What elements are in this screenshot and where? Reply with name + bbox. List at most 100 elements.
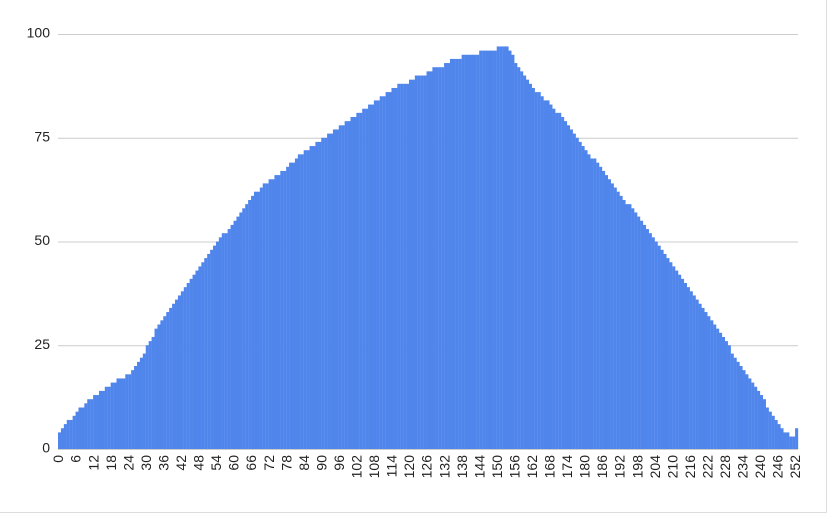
x-tick-label: 204: [647, 455, 663, 479]
bar: [58, 432, 62, 449]
bar: [201, 262, 205, 449]
bar: [792, 436, 796, 449]
x-tick-label: 162: [524, 455, 540, 479]
bar: [204, 258, 208, 449]
bar: [757, 390, 761, 449]
bar: [464, 54, 468, 449]
bar: [432, 67, 436, 449]
x-tick-label: 240: [752, 455, 768, 479]
x-tick-label: 90: [313, 455, 329, 471]
bar: [356, 112, 360, 449]
bar: [294, 158, 298, 449]
bar: [619, 195, 623, 449]
y-tick-label: 25: [34, 336, 50, 352]
x-tick-label: 198: [629, 455, 645, 479]
bar: [669, 262, 673, 449]
bar: [613, 187, 617, 450]
bar: [283, 170, 287, 449]
bar: [353, 117, 357, 449]
bar: [520, 71, 524, 449]
x-tick-label: 192: [612, 455, 628, 479]
bar: [236, 216, 240, 449]
bar: [602, 170, 606, 449]
bar: [452, 58, 456, 450]
bar: [338, 125, 342, 450]
bar: [467, 54, 471, 449]
bar: [391, 87, 395, 449]
bar: [350, 117, 354, 449]
bar: [578, 141, 582, 449]
bar: [651, 237, 655, 449]
x-tick-label: 216: [682, 455, 698, 479]
bar: [248, 200, 252, 449]
bar: [96, 395, 100, 449]
bar: [245, 204, 249, 449]
x-tick-label: 234: [735, 455, 751, 479]
bar: [84, 403, 88, 449]
bar: [631, 208, 635, 449]
bar: [780, 428, 784, 449]
bar: [169, 307, 173, 449]
bar: [406, 83, 410, 450]
bar: [587, 154, 591, 449]
y-tick-label: 100: [27, 25, 51, 41]
bar: [698, 303, 702, 449]
bar: [625, 204, 629, 449]
bar: [558, 112, 562, 449]
bar: [581, 146, 585, 450]
bar: [555, 112, 559, 449]
bar: [239, 212, 243, 449]
bar: [163, 316, 167, 449]
bar: [373, 100, 377, 450]
x-tick-label: 210: [664, 455, 680, 479]
bar: [461, 54, 465, 449]
bar: [771, 415, 775, 449]
bar: [593, 158, 597, 449]
bar: [172, 303, 176, 449]
bar: [569, 129, 573, 449]
bar: [660, 249, 664, 449]
bar: [719, 332, 723, 449]
bar: [63, 424, 67, 449]
bar: [552, 108, 556, 449]
bar: [397, 83, 401, 450]
bar: [505, 46, 509, 449]
bar: [192, 274, 196, 449]
bar: [81, 407, 85, 449]
bar: [499, 46, 503, 449]
bar: [274, 175, 278, 449]
x-tick-label: 54: [208, 455, 224, 471]
bar: [101, 390, 105, 449]
bar: [473, 54, 477, 449]
bar: [447, 63, 451, 450]
bar: [312, 146, 316, 450]
bar: [482, 50, 486, 449]
bar: [256, 191, 260, 449]
bar: [330, 133, 334, 449]
bar: [119, 378, 123, 449]
bar: [151, 336, 155, 449]
bar: [189, 278, 193, 449]
bar: [78, 407, 82, 449]
bar: [160, 320, 164, 449]
bar: [379, 96, 383, 449]
bar: [540, 96, 544, 449]
bar: [435, 67, 439, 449]
bar: [324, 137, 328, 449]
bar: [271, 179, 275, 449]
bar: [321, 137, 325, 449]
bar: [414, 75, 418, 449]
y-tick-label: 75: [34, 128, 50, 144]
bar: [286, 166, 290, 450]
bar: [87, 399, 91, 449]
bar: [368, 104, 372, 450]
bar: [280, 170, 284, 449]
bar: [122, 378, 126, 449]
bar: [359, 112, 363, 449]
bar: [174, 299, 179, 449]
bar: [423, 75, 427, 449]
bar: [75, 411, 79, 449]
bar: [444, 63, 448, 450]
x-tick-label: 222: [699, 455, 715, 479]
x-tick-label: 0: [50, 455, 66, 463]
